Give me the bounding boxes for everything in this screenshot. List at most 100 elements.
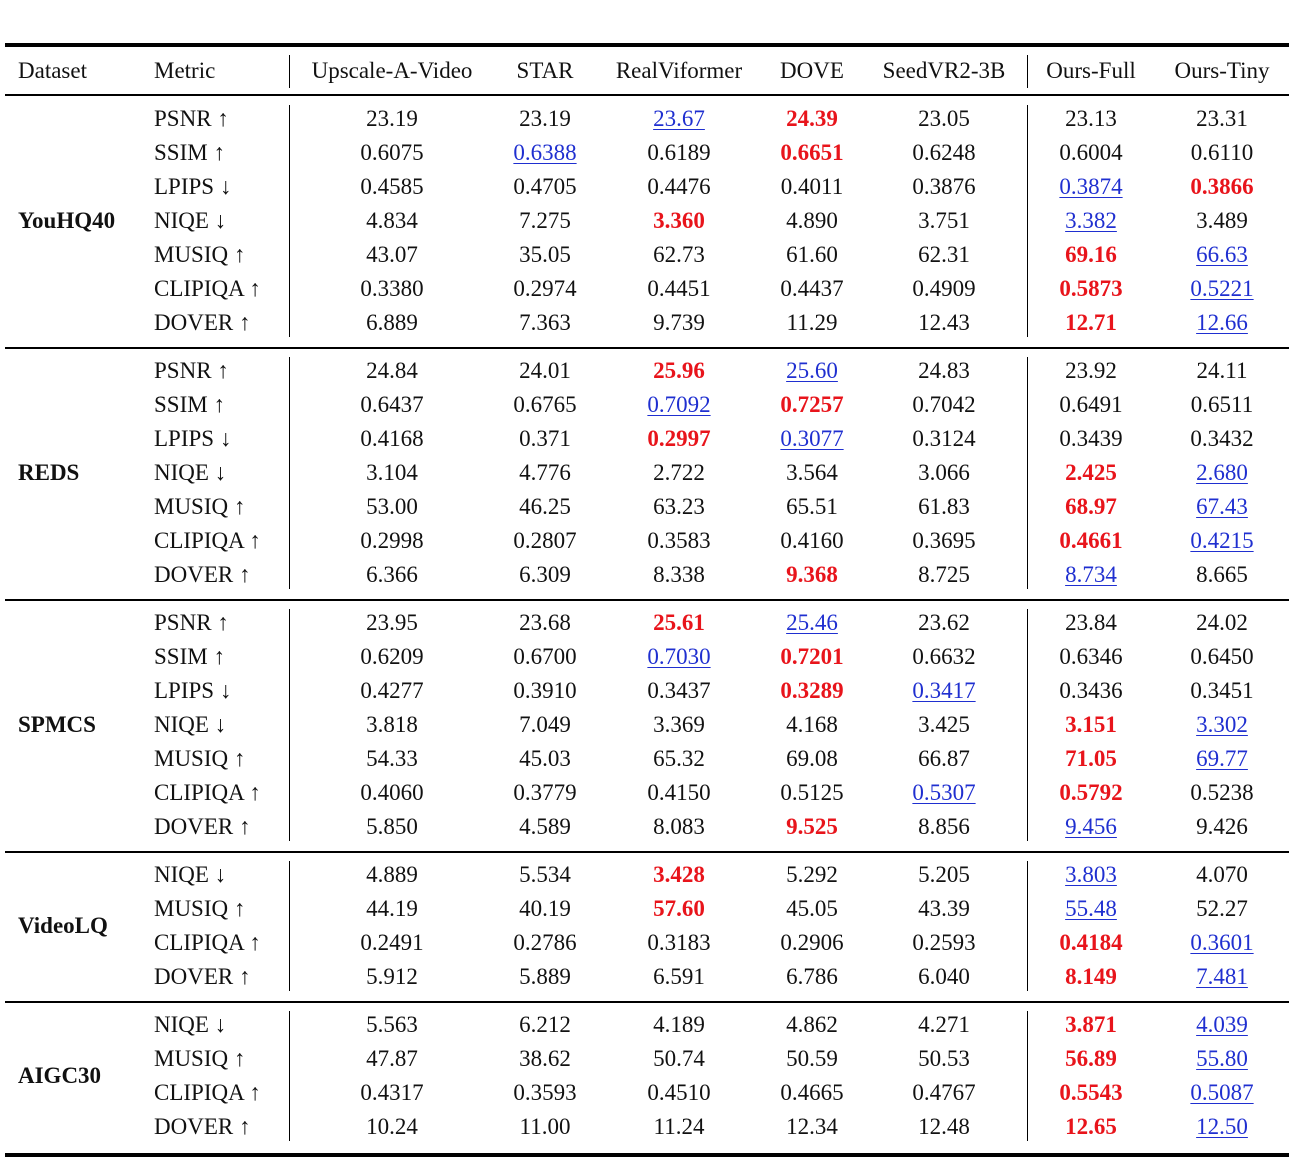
metric-label: PSNR ↑	[154, 106, 229, 131]
metric-label: DOVER ↑	[154, 310, 251, 335]
value-cell: 57.60	[653, 896, 705, 921]
value-cell: 0.3439	[1059, 426, 1123, 451]
column-header: STAR	[516, 58, 574, 83]
value-cell: 4.189	[653, 1012, 705, 1037]
value-cell: 0.2491	[360, 930, 424, 955]
dataset-name: AIGC30	[18, 1063, 102, 1088]
column-divider	[1027, 55, 1028, 88]
value-cell: 0.6388	[513, 140, 577, 165]
value-cell: 61.60	[786, 242, 838, 267]
metric-label: MUSIQ ↑	[154, 494, 246, 519]
column-header: Metric	[154, 58, 216, 83]
value-cell: 24.11	[1196, 358, 1248, 383]
value-cell: 25.96	[653, 358, 705, 383]
column-header: Ours-Full	[1046, 58, 1136, 83]
value-cell: 3.751	[918, 208, 970, 233]
value-cell: 0.4060	[360, 780, 424, 805]
value-cell: 0.6075	[360, 140, 424, 165]
value-cell: 3.369	[653, 712, 705, 737]
metric-label: LPIPS ↓	[154, 426, 232, 451]
column-divider	[289, 861, 290, 991]
value-cell: 11.00	[519, 1114, 571, 1139]
value-cell: 43.39	[918, 896, 970, 921]
metric-label: CLIPIQA ↑	[154, 780, 261, 805]
value-cell: 0.5873	[1059, 276, 1123, 301]
value-cell: 6.786	[786, 964, 838, 989]
value-cell: 4.589	[519, 814, 571, 839]
value-cell: 62.73	[653, 242, 705, 267]
column-divider	[289, 105, 290, 337]
value-cell: 0.4160	[780, 528, 844, 553]
value-cell: 2.425	[1065, 460, 1117, 485]
rule	[5, 347, 1289, 349]
value-cell: 0.3437	[647, 678, 711, 703]
value-cell: 0.6346	[1059, 644, 1123, 669]
value-cell: 0.2593	[912, 930, 976, 955]
column-header: Upscale-A-Video	[311, 58, 473, 83]
value-cell: 0.5087	[1190, 1080, 1254, 1105]
value-cell: 8.083	[653, 814, 705, 839]
value-cell: 0.4168	[360, 426, 424, 451]
column-divider	[289, 1011, 290, 1141]
value-cell: 56.89	[1065, 1046, 1117, 1071]
value-cell: 11.29	[786, 310, 838, 335]
value-cell: 3.360	[653, 208, 705, 233]
value-cell: 0.4317	[360, 1080, 424, 1105]
value-cell: 7.481	[1196, 964, 1248, 989]
value-cell: 9.525	[786, 814, 838, 839]
value-cell: 12.50	[1196, 1114, 1248, 1139]
value-cell: 0.3417	[912, 678, 976, 703]
value-cell: 23.68	[519, 610, 571, 635]
column-divider	[1027, 357, 1028, 589]
value-cell: 3.871	[1065, 1012, 1117, 1037]
value-cell: 65.32	[653, 746, 705, 771]
value-cell: 0.2906	[780, 930, 844, 955]
value-cell: 0.3876	[912, 174, 976, 199]
value-cell: 0.3695	[912, 528, 976, 553]
metric-label: MUSIQ ↑	[154, 1046, 246, 1071]
rule	[5, 1001, 1289, 1003]
value-cell: 43.07	[366, 242, 418, 267]
value-cell: 0.2974	[513, 276, 577, 301]
value-cell: 3.489	[1196, 208, 1248, 233]
value-cell: 40.19	[519, 896, 571, 921]
dataset-name: YouHQ40	[18, 208, 116, 233]
value-cell: 25.60	[786, 358, 838, 383]
value-cell: 23.84	[1065, 610, 1117, 635]
column-header: DOVE	[780, 58, 844, 83]
value-cell: 0.3183	[647, 930, 711, 955]
value-cell: 5.534	[519, 862, 571, 887]
value-cell: 4.168	[786, 712, 838, 737]
value-cell: 25.61	[653, 610, 705, 635]
value-cell: 5.889	[519, 964, 571, 989]
value-cell: 12.71	[1065, 310, 1117, 335]
value-cell: 6.040	[918, 964, 970, 989]
value-cell: 12.48	[918, 1114, 970, 1139]
value-cell: 8.856	[918, 814, 970, 839]
metric-label: CLIPIQA ↑	[154, 1080, 261, 1105]
value-cell: 0.3866	[1190, 174, 1254, 199]
metric-label: NIQE ↓	[154, 1012, 227, 1037]
value-cell: 0.4437	[780, 276, 844, 301]
value-cell: 0.7201	[780, 644, 844, 669]
value-cell: 24.83	[918, 358, 970, 383]
rule	[5, 43, 1289, 47]
value-cell: 0.4184	[1059, 930, 1123, 955]
value-cell: 0.6491	[1059, 392, 1123, 417]
value-cell: 6.591	[653, 964, 705, 989]
value-cell: 12.34	[786, 1114, 838, 1139]
value-cell: 24.84	[366, 358, 418, 383]
value-cell: 50.59	[786, 1046, 838, 1071]
value-cell: 23.67	[653, 106, 705, 131]
value-cell: 0.4665	[780, 1080, 844, 1105]
value-cell: 9.739	[653, 310, 705, 335]
value-cell: 8.338	[653, 562, 705, 587]
value-cell: 0.6110	[1190, 140, 1254, 165]
value-cell: 4.890	[786, 208, 838, 233]
value-cell: 66.63	[1196, 242, 1248, 267]
value-cell: 0.4011	[780, 174, 844, 199]
column-header: RealViformer	[615, 58, 743, 83]
dataset-name: REDS	[18, 460, 80, 485]
value-cell: 0.4909	[912, 276, 976, 301]
column-divider	[289, 55, 290, 88]
